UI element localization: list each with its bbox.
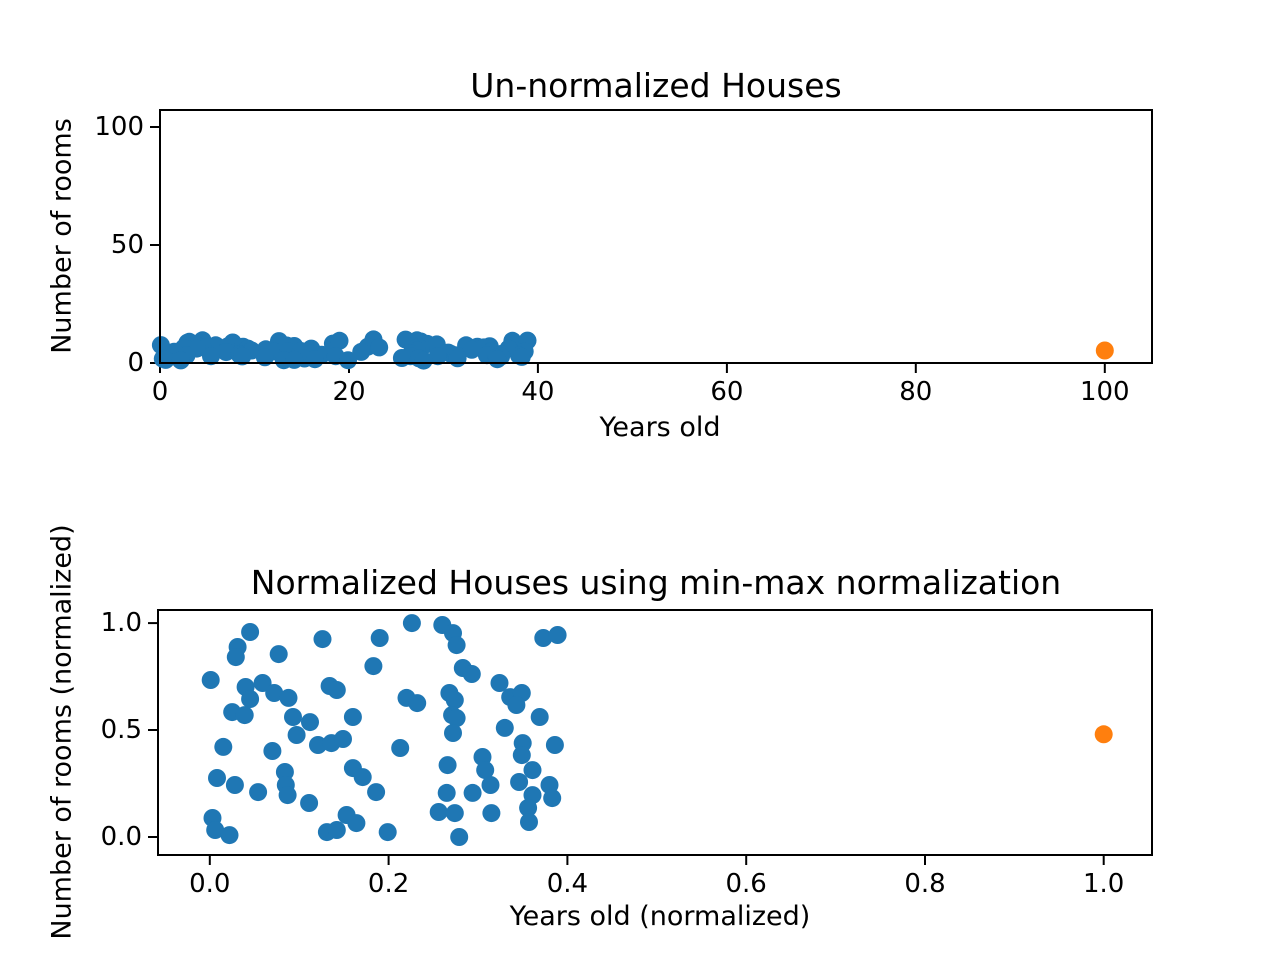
x-tick-label: 0.6 (725, 869, 767, 899)
x-tick-label: 0.8 (904, 869, 946, 899)
x-axis-label-normalized: Years old (normalized) (509, 901, 811, 932)
y-tick-label: 100 (94, 112, 144, 142)
x-tick-label: 0 (151, 377, 169, 407)
x-axis-label-unnormalized: Years old (599, 412, 721, 443)
x-tick-label: 0.2 (367, 869, 410, 899)
x-tick-label: 20 (332, 377, 366, 407)
x-tick-label: 80 (899, 377, 933, 407)
y-tick-label: 50 (110, 230, 144, 260)
x-tick-label: 0.4 (546, 869, 589, 899)
y-tick-label: 0.5 (100, 715, 142, 745)
y-tick-label: 1.0 (100, 608, 142, 639)
x-tick-label: 60 (710, 377, 744, 407)
y-tick-label: 0.0 (100, 822, 142, 852)
x-tick-label: 0.0 (189, 869, 231, 899)
x-tick-label: 40 (521, 377, 555, 407)
y-tick-label: 0 (127, 348, 144, 378)
x-tick-label: 1.0 (1083, 869, 1125, 899)
chart-title-unnormalized: Un-normalized Houses (470, 66, 842, 105)
chart-title-normalized: Normalized Houses using min-max normaliz… (250, 563, 1062, 602)
x-tick-label: 100 (1079, 377, 1130, 407)
